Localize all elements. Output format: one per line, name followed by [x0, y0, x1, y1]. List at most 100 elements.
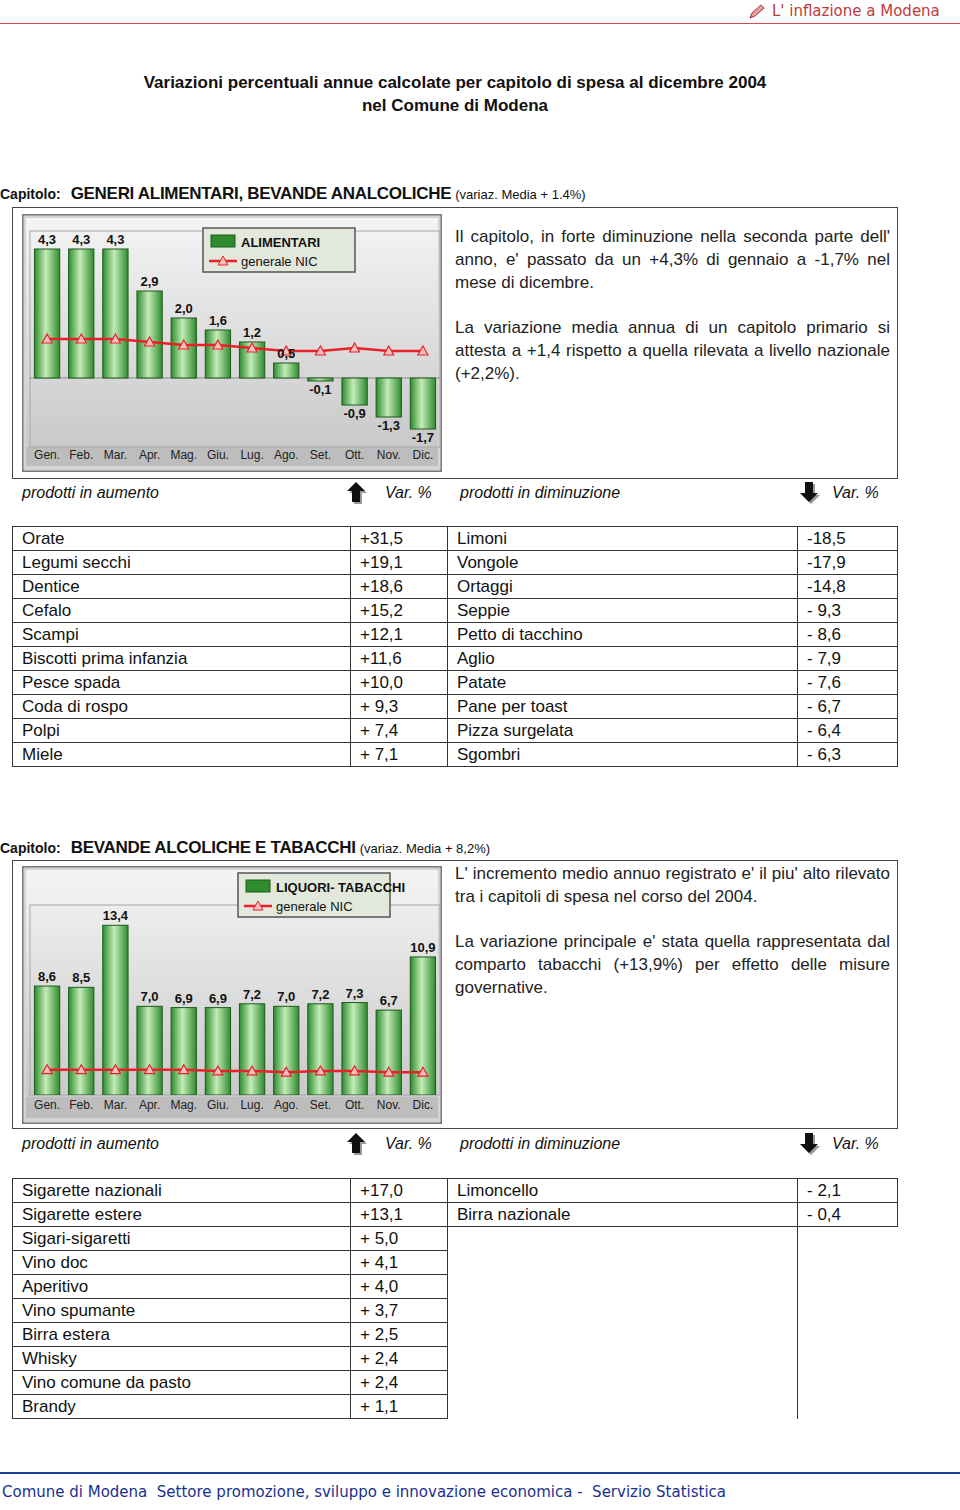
line-marker [213, 340, 223, 349]
line-marker [213, 1066, 223, 1075]
line [47, 1070, 423, 1073]
product-change: + 1,1 [351, 1395, 448, 1419]
table-row: Sigarette nazionali+17,0Limoncello- 2,1 [13, 1179, 898, 1203]
product-change: + 5,0 [351, 1227, 448, 1251]
section-label: Capitolo: [0, 840, 61, 856]
product-change: - 7,9 [798, 647, 898, 671]
bar [103, 249, 128, 378]
table-row: Brandy+ 1,1 [13, 1395, 898, 1419]
product-change: -18,5 [798, 527, 898, 551]
table-header: prodotti in aumento [22, 484, 159, 502]
product-name: Aglio [448, 647, 798, 671]
product-name: Sigari-sigaretti [13, 1227, 351, 1251]
line-marker [384, 1067, 394, 1076]
product-change: + 4,0 [351, 1275, 448, 1299]
product-change: +19,1 [351, 551, 448, 575]
empty-cell [448, 1371, 798, 1395]
product-change: - 6,4 [798, 719, 898, 743]
data-label: 13,4 [103, 908, 129, 923]
arrow-shape [800, 1133, 818, 1153]
product-change: + 2,4 [351, 1371, 448, 1395]
x-tick-label: Feb. [69, 1098, 93, 1112]
section-text: Il capitolo, in forte diminuzione nella … [455, 225, 890, 385]
line-marker [384, 346, 394, 355]
data-label: 7,2 [311, 987, 329, 1002]
empty-cell [798, 1395, 898, 1419]
product-change: +11,6 [351, 647, 448, 671]
bar [342, 378, 367, 405]
product-name: Vino doc [13, 1251, 351, 1275]
product-name: Vongole [448, 551, 798, 575]
bar [69, 249, 94, 378]
footer-rule [0, 1472, 960, 1474]
product-name: Aperitivo [13, 1275, 351, 1299]
empty-cell [448, 1323, 798, 1347]
x-tick-label: Gen. [34, 1098, 60, 1112]
table-header: Var. % [385, 484, 432, 502]
product-change: +10,0 [351, 671, 448, 695]
table-row: Birra estera+ 2,5 [13, 1323, 898, 1347]
arrow-shape [347, 1133, 365, 1153]
table-row: Sigarette estere+13,1Birra nazionale- 0,… [13, 1203, 898, 1227]
table-body: Sigarette nazionali+17,0Limoncello- 2,1S… [13, 1179, 898, 1419]
bar [410, 957, 435, 1095]
product-change: + 2,5 [351, 1323, 448, 1347]
line-marker [350, 1066, 360, 1075]
product-change: -14,8 [798, 575, 898, 599]
data-label: 7,0 [141, 989, 159, 1004]
legend: LIQUORI- TABACCHIgenerale NIC [238, 873, 405, 917]
paragraph: Il capitolo, in forte diminuzione nella … [455, 225, 890, 294]
data-label: 4,3 [106, 232, 124, 247]
line-marker [350, 343, 360, 352]
empty-cell [798, 1251, 898, 1275]
product-name: Petto di tacchino [448, 623, 798, 647]
product-change: - 7,6 [798, 671, 898, 695]
table-header: Var. % [385, 1135, 432, 1153]
bar [171, 318, 196, 378]
table-header: Var. % [832, 484, 879, 502]
empty-cell [798, 1347, 898, 1371]
product-change: + 4,1 [351, 1251, 448, 1275]
table-row: Vino doc+ 4,1 [13, 1251, 898, 1275]
x-tick-label: Mag. [170, 1098, 197, 1112]
product-change: + 7,1 [351, 743, 448, 767]
chart-floor [26, 447, 438, 466]
line-marker [247, 1066, 257, 1075]
product-name: Vino spumante [13, 1299, 351, 1323]
product-change: +18,6 [351, 575, 448, 599]
table-row: Legumi secchi+19,1Vongole-17,9 [13, 551, 898, 575]
bar [308, 1004, 333, 1095]
product-change: +31,5 [351, 527, 448, 551]
line-marker [315, 346, 325, 355]
bar [205, 1008, 230, 1095]
line [47, 339, 423, 351]
product-name: Limoni [448, 527, 798, 551]
data-label: 10,9 [410, 940, 435, 955]
bar [274, 1006, 299, 1095]
x-tick-label: Ott. [345, 1098, 364, 1112]
product-change: - 6,7 [798, 695, 898, 719]
product-change: + 3,7 [351, 1299, 448, 1323]
product-name: Legumi secchi [13, 551, 351, 575]
data-label: 2,9 [141, 274, 159, 289]
bar [34, 986, 59, 1095]
product-change: +12,1 [351, 623, 448, 647]
pencil-icon [748, 4, 766, 20]
x-tick-label: Mag. [170, 448, 197, 462]
data-label: 1,2 [243, 325, 261, 340]
product-change: +15,2 [351, 599, 448, 623]
data-label: -0,9 [343, 406, 365, 421]
section-label: Capitolo: [0, 186, 61, 202]
table-row: Orate+31,5Limoni-18,5 [13, 527, 898, 551]
table-row: Aperitivo+ 4,0 [13, 1275, 898, 1299]
x-tick-label: Dic. [413, 1098, 434, 1112]
empty-cell [798, 1275, 898, 1299]
arrow-shape [800, 482, 818, 502]
product-name: Pane per toast [448, 695, 798, 719]
product-name: Scampi [13, 623, 351, 647]
data-label: 7,2 [243, 987, 261, 1002]
section-heading: Capitolo:BEVANDE ALCOLICHE E TABACCHI(va… [0, 838, 490, 858]
paragraph: La variazione principale e' stata quella… [455, 930, 890, 999]
product-name: Pizza surgelata [448, 719, 798, 743]
section-note: (variaz. Media + 1.4%) [455, 187, 585, 202]
